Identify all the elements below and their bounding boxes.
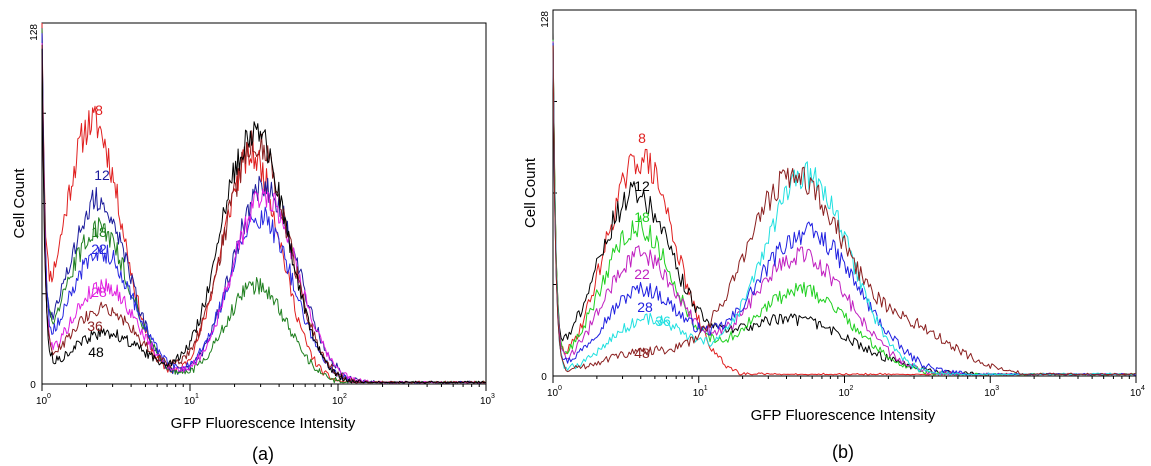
x-tick-label-exponent: 0 xyxy=(558,385,562,392)
x-tick-label: 10 xyxy=(480,396,492,407)
series-line-12 xyxy=(41,28,487,384)
x-axis-title: GFP Fluorescence Intensity xyxy=(171,415,356,432)
series-label-8: 8 xyxy=(95,102,103,118)
x-tick-label: 10 xyxy=(184,396,196,407)
series-line-18 xyxy=(552,39,1137,376)
series-line-8 xyxy=(41,22,487,384)
x-tick-label-exponent: 1 xyxy=(195,393,199,400)
series-line-22 xyxy=(41,33,487,384)
plot-frame xyxy=(41,22,487,385)
y-tick-label: 0 xyxy=(541,372,547,383)
x-tick-label-exponent: 2 xyxy=(343,393,347,400)
series-line-12 xyxy=(552,32,1137,376)
x-tick-label: 10 xyxy=(1130,388,1142,399)
x-axis-title: GFP Fluorescence Intensity xyxy=(751,407,936,424)
series-label-8: 8 xyxy=(638,130,646,146)
series-label-36: 36 xyxy=(655,313,671,329)
x-tick-label: 10 xyxy=(547,388,559,399)
series-line-18 xyxy=(41,28,487,384)
series-label-28: 28 xyxy=(91,284,107,300)
x-tick-label: 10 xyxy=(36,396,48,407)
series-label-12: 12 xyxy=(94,167,110,183)
series-line-48 xyxy=(552,45,1137,376)
series-label-48: 48 xyxy=(88,344,104,360)
panel-label: (a) xyxy=(252,444,274,464)
series-label-18: 18 xyxy=(634,209,650,225)
x-tick-label-exponent: 2 xyxy=(850,385,854,392)
series-label-36: 36 xyxy=(87,318,103,334)
y-tick-label: 128 xyxy=(29,24,40,41)
series-label-18: 18 xyxy=(91,224,107,240)
x-tick-label: 10 xyxy=(332,396,344,407)
series-label-22: 22 xyxy=(634,266,650,282)
x-tick-label-exponent: 0 xyxy=(47,393,51,400)
y-axis-title: Cell Count xyxy=(11,168,28,239)
x-tick-label: 10 xyxy=(839,388,851,399)
series-label-48: 48 xyxy=(634,345,650,361)
x-tick-label-exponent: 3 xyxy=(995,385,999,392)
y-axis-title: Cell Count xyxy=(522,157,539,228)
panel-label: (b) xyxy=(832,442,854,462)
y-tick-label: 128 xyxy=(540,11,551,28)
x-tick-label: 10 xyxy=(984,388,996,399)
series-label-28: 28 xyxy=(637,299,653,315)
x-tick-label-exponent: 4 xyxy=(1141,385,1145,392)
series-line-36 xyxy=(41,44,487,384)
x-tick-label-exponent: 3 xyxy=(491,393,495,400)
x-tick-label-exponent: 1 xyxy=(704,385,708,392)
series-label-22: 22 xyxy=(91,241,107,257)
series-label-12: 12 xyxy=(634,178,650,194)
x-tick-label: 10 xyxy=(693,388,705,399)
y-tick-label: 0 xyxy=(30,380,36,391)
series-line-48 xyxy=(41,48,487,384)
